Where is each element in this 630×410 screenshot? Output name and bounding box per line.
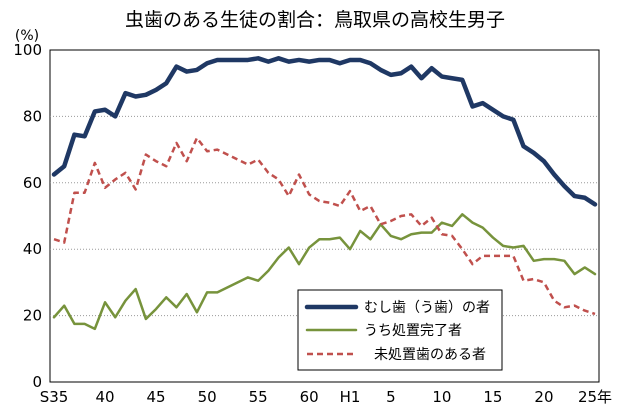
y-tick-label: 0 <box>32 373 42 391</box>
x-tick-label: 55 <box>249 388 268 406</box>
series-line-0 <box>51 56 598 207</box>
x-tick-label: 40 <box>95 388 114 406</box>
x-tick-label: 15 <box>483 388 502 406</box>
legend-label-2: 未処置歯のある者 <box>374 347 486 363</box>
y-tick-label: 100 <box>13 41 42 59</box>
series-line-1 <box>52 213 597 331</box>
x-axis-ticks: S35 40 45 50 55 60 H1 5 10 15 20 25年 <box>40 388 612 406</box>
y-tick-label: 80 <box>23 107 42 125</box>
x-tick-label: H1 <box>340 388 361 406</box>
y-axis-ticks: 0 20 40 60 80 100 <box>13 41 42 391</box>
x-tick-label: 60 <box>300 388 319 406</box>
series-line-2 <box>53 136 596 316</box>
series-group <box>51 56 598 331</box>
x-tick-label: 20 <box>534 388 553 406</box>
legend-label-1: うち処置完了者 <box>364 323 462 339</box>
chart-title: 虫歯のある生徒の割合：鳥取県の高校生男子 <box>125 9 505 31</box>
y-axis-unit-label: (%) <box>15 28 39 44</box>
y-tick-label: 20 <box>23 307 42 325</box>
x-tick-label: 10 <box>432 388 451 406</box>
x-tick-label: S35 <box>40 388 69 406</box>
legend-label-0: むし歯（う歯）の者 <box>364 300 490 316</box>
y-tick-label: 40 <box>23 240 42 258</box>
x-tick-label: 50 <box>198 388 217 406</box>
x-tick-label: 25年 <box>578 388 612 406</box>
y-tick-label: 60 <box>23 174 42 192</box>
x-tick-label: 45 <box>147 388 166 406</box>
x-tick-label: 5 <box>386 388 396 406</box>
